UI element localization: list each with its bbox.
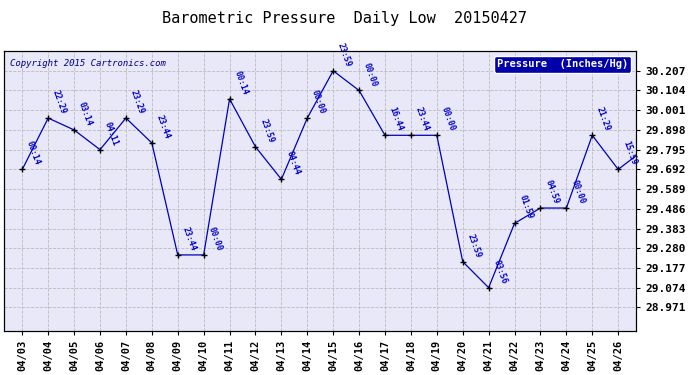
Text: Barometric Pressure  Daily Low  20150427: Barometric Pressure Daily Low 20150427 (163, 11, 527, 26)
Text: 23:59: 23:59 (336, 41, 353, 68)
Text: 00:14: 00:14 (233, 70, 249, 96)
Text: 04:11: 04:11 (103, 120, 120, 147)
Text: 04:59: 04:59 (543, 179, 560, 205)
Text: 01:59: 01:59 (518, 194, 534, 220)
Text: 00:00: 00:00 (569, 179, 586, 205)
Text: 23:44: 23:44 (155, 114, 172, 140)
Text: 03:14: 03:14 (77, 100, 94, 127)
Text: 23:29: 23:29 (129, 89, 146, 115)
Legend: Pressure  (Inches/Hg): Pressure (Inches/Hg) (493, 56, 631, 72)
Text: 23:44: 23:44 (414, 106, 431, 132)
Text: 00:00: 00:00 (310, 89, 327, 115)
Text: 00:00: 00:00 (206, 226, 224, 252)
Text: 00:14: 00:14 (25, 140, 42, 166)
Text: 04:44: 04:44 (284, 150, 301, 177)
Text: Copyright 2015 Cartronics.com: Copyright 2015 Cartronics.com (10, 60, 166, 69)
Text: 23:59: 23:59 (258, 117, 275, 144)
Text: 23:44: 23:44 (181, 226, 197, 252)
Text: 16:44: 16:44 (388, 106, 405, 132)
Text: 03:56: 03:56 (491, 258, 509, 285)
Text: 00:00: 00:00 (362, 61, 379, 88)
Text: 00:14: 00:14 (0, 374, 1, 375)
Text: 21:29: 21:29 (595, 106, 612, 132)
Text: 22:29: 22:29 (51, 89, 68, 115)
Text: 15:59: 15:59 (621, 140, 638, 166)
Text: 00:00: 00:00 (440, 106, 457, 132)
Text: 23:59: 23:59 (466, 232, 482, 259)
